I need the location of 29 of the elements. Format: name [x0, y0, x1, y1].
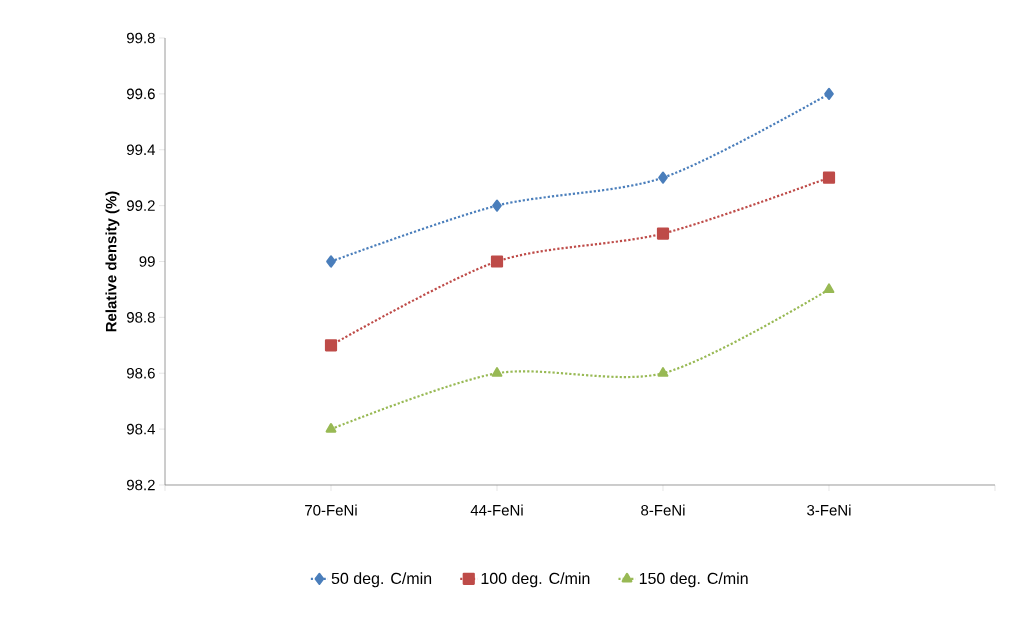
point: [657, 367, 669, 377]
point: [491, 367, 503, 377]
y-tick-label: 99: [139, 256, 155, 267]
point: [822, 171, 836, 184]
x-tick-label: 8-FeNi: [641, 504, 685, 516]
y-tick-label: 98.6: [126, 367, 155, 379]
y-tick-label: 99.8: [126, 32, 155, 44]
y-tick-label: 99.4: [126, 144, 156, 156]
point: [325, 423, 337, 433]
y-axis-title: Relative density (%): [105, 191, 120, 332]
point: [823, 283, 835, 294]
point: [326, 255, 336, 268]
point: [824, 87, 834, 100]
y-tick-label: 99.2: [126, 200, 155, 211]
point: [492, 199, 502, 212]
x-tick-label: 3-FeNi: [807, 504, 851, 516]
y-tick-label: 99.6: [126, 88, 155, 100]
y-tick-label: 98.2: [126, 479, 155, 491]
y-tick-label: 98.4: [126, 423, 156, 435]
x-tick-label: 44-FeNi: [470, 504, 523, 516]
point: [658, 171, 668, 184]
point: [324, 339, 338, 352]
legend-label: 100 deg. C/min: [481, 572, 590, 588]
point: [490, 255, 504, 268]
legend-label: 50 deg. C/min: [331, 572, 432, 588]
y-tick-label: 98.8: [126, 312, 155, 323]
legend-label: 150 deg. C/min: [639, 572, 748, 588]
x-tick-label: 70-FeNi: [305, 504, 357, 516]
point: [656, 227, 670, 240]
